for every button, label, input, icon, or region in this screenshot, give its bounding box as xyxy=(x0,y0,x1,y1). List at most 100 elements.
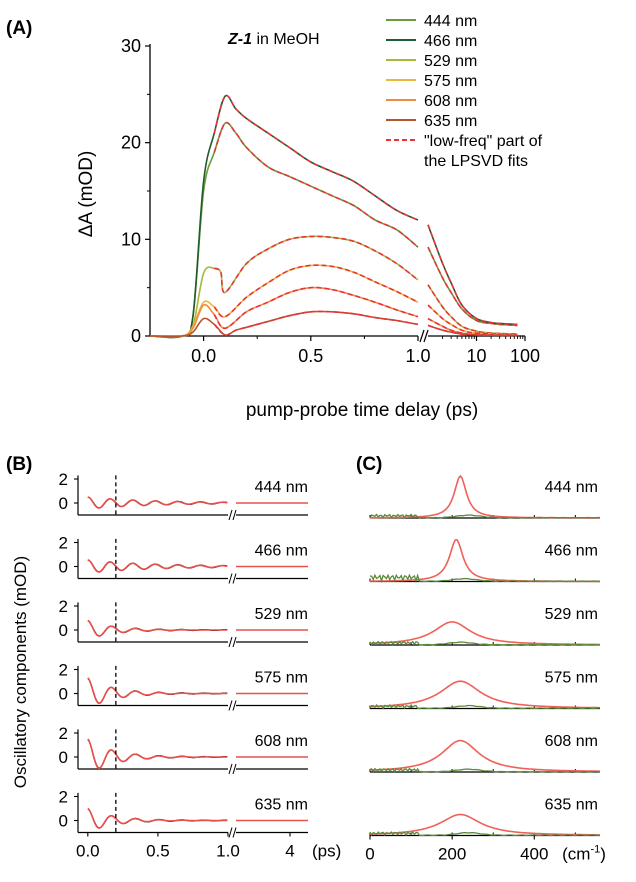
annotation-rest: in MeOH xyxy=(252,31,320,48)
y-tick-label: 0 xyxy=(59,748,68,767)
legend-label-fit: "low-freq" part of xyxy=(424,133,543,150)
x-tick-label: 200 xyxy=(438,845,466,864)
y-tick-label: 20 xyxy=(121,133,141,153)
fit-635-nm xyxy=(213,310,419,336)
row-label: 575 nm xyxy=(255,670,308,687)
x-tick-label: 4 xyxy=(285,842,294,861)
x-tick-label: 0 xyxy=(365,845,374,864)
oscillation-data xyxy=(87,620,228,637)
trace-466-nm xyxy=(149,94,419,339)
trace-575-nm xyxy=(149,264,419,338)
annotation-bold: Z-1 xyxy=(227,31,252,48)
spectrum-fit xyxy=(370,739,600,772)
trace-444-nm xyxy=(149,121,419,339)
legend-label: 529 nm xyxy=(424,53,477,70)
axis-break-mark xyxy=(232,636,237,648)
panel-a-chart: Z-1 in MeOH ΔA (mOD) pump-probe time del… xyxy=(76,13,543,421)
spectrum-data xyxy=(369,513,600,519)
oscillation-data xyxy=(87,677,228,704)
row-label: 444 nm xyxy=(255,479,308,496)
row-label: 466 nm xyxy=(545,543,598,560)
y-tick-label: 2 xyxy=(59,470,68,489)
row-label: 444 nm xyxy=(545,479,598,496)
panel-b-ylabel: Oscillatory components (mOD) xyxy=(11,556,30,788)
panel-a-xlabel: pump-probe time delay (ps) xyxy=(246,400,478,421)
axis-break-mark xyxy=(228,573,233,584)
x-tick-label: 10 xyxy=(466,346,486,366)
row-label: 608 nm xyxy=(255,733,308,750)
panel-c-chart: 444 nm 466 nm 529 nm 575 nm 608 nm 635 nm 0 20… xyxy=(365,474,606,864)
fit-608-nm xyxy=(213,286,419,330)
x-tick-label: 0.0 xyxy=(76,842,100,861)
y-tick-label: 2 xyxy=(59,597,68,616)
axis-break-mark xyxy=(228,636,233,648)
axis-break-mark xyxy=(419,329,425,343)
fit-635-nm xyxy=(427,324,518,337)
oscillation-data xyxy=(87,739,228,769)
row-label: 635 nm xyxy=(255,797,308,814)
x-unit-superscript: -1 xyxy=(590,844,600,856)
row-label: 635 nm xyxy=(545,797,598,814)
spectrum-fit xyxy=(369,621,600,646)
x-tick-label: 400 xyxy=(520,845,548,864)
axis-break-mark xyxy=(228,700,233,711)
oscillation-fit xyxy=(87,559,228,573)
x-tick-label: 0.0 xyxy=(191,346,216,366)
fit-575-nm xyxy=(213,264,419,318)
spectrum-fit xyxy=(369,680,600,709)
spectrum-data xyxy=(369,640,601,646)
trace-529-nm xyxy=(149,235,419,338)
spectrum-data xyxy=(369,703,600,710)
y-tick-label: 0 xyxy=(59,685,68,704)
legend-label-fit: the LPSVD fits xyxy=(424,153,528,170)
panel-c-label: (C) xyxy=(356,454,382,475)
spectrum-data xyxy=(369,831,601,837)
oscillation-fit xyxy=(87,807,228,829)
axis-break-mark xyxy=(423,329,429,343)
panel-b-chart: Oscillatory components (mOD) 0 2 444 nm 0 2 4… xyxy=(11,470,341,861)
x-tick-label: 1.0 xyxy=(216,842,240,861)
fit-466-nm xyxy=(213,94,419,221)
axis-break-mark xyxy=(232,700,237,711)
axis-break-mark xyxy=(232,509,237,521)
row-label: 608 nm xyxy=(545,733,598,750)
axis-break-mark xyxy=(228,827,233,838)
panel-b-label: (B) xyxy=(6,454,32,475)
row-label: 575 nm xyxy=(545,670,598,687)
oscillation-fit xyxy=(87,619,228,637)
panel-a-annotation: Z-1 in MeOH xyxy=(227,31,320,48)
fit-529-nm xyxy=(213,235,419,294)
fit-444-nm xyxy=(213,121,419,248)
y-tick-label: 0 xyxy=(59,558,68,577)
axis-break-mark xyxy=(228,763,233,775)
x-unit-text: (cm xyxy=(562,845,590,864)
x-tick-label: 0.5 xyxy=(146,842,170,861)
y-tick-label: 2 xyxy=(59,788,68,807)
axis-break-mark xyxy=(232,573,237,584)
axis-break-mark xyxy=(228,509,233,521)
oscillation-fit xyxy=(87,738,228,770)
y-tick-label: 2 xyxy=(59,534,68,553)
y-tick-label: 0 xyxy=(59,621,68,640)
spectrum-data xyxy=(369,767,601,773)
x-tick-label: 0.5 xyxy=(298,346,323,366)
spectrum-data xyxy=(369,573,601,584)
panel-a-label: (A) xyxy=(6,18,32,39)
oscillation-fit xyxy=(87,496,228,509)
oscillation-data xyxy=(87,808,228,829)
axis-break-mark xyxy=(232,827,237,838)
oscillation-fit xyxy=(87,677,228,705)
x-tick-label: 100 xyxy=(510,346,540,366)
x-unit-label: (ps) xyxy=(312,842,341,861)
fit-444-nm xyxy=(427,246,518,327)
row-label: 466 nm xyxy=(255,543,308,560)
x-unit-label: (cm-1) xyxy=(562,844,606,864)
y-tick-label: 2 xyxy=(59,724,68,743)
legend-label: 635 nm xyxy=(424,113,477,130)
fit-466-nm xyxy=(427,224,518,326)
legend-label: 444 nm xyxy=(424,13,477,30)
legend-label: 466 nm xyxy=(424,33,477,50)
y-tick-label: 10 xyxy=(121,229,141,249)
panel-a-ylabel: ΔA (mOD) xyxy=(76,151,97,238)
